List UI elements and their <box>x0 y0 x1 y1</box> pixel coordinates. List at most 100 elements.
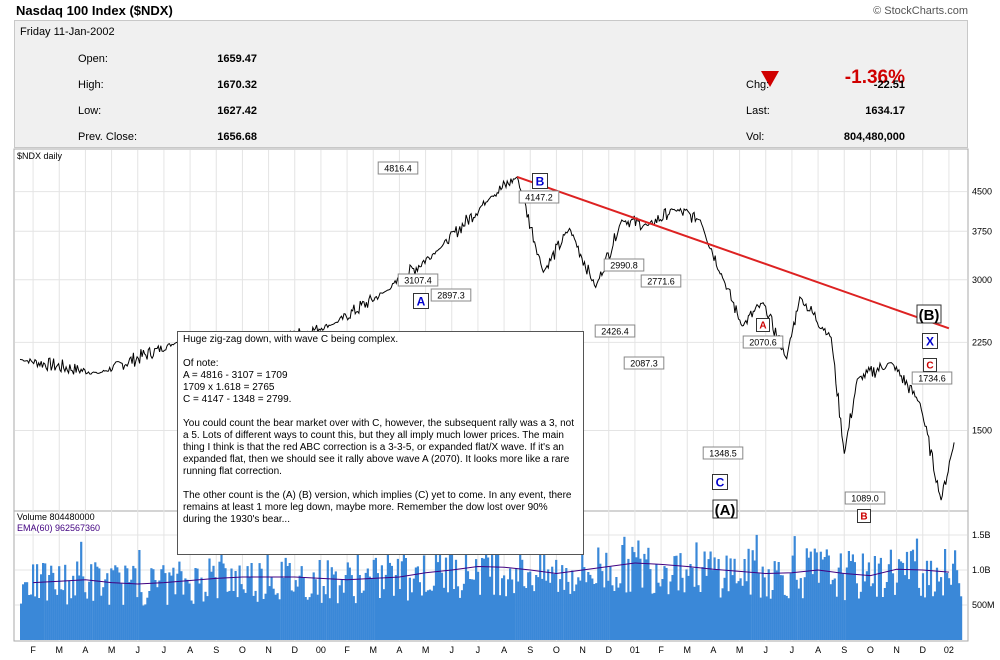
volume-bar <box>565 568 568 640</box>
volume-bar <box>695 542 698 640</box>
vol-label: Vol: <box>746 131 765 143</box>
volume-bar <box>841 573 844 640</box>
note-line: C = 4147 - 1348 = 2799. <box>183 394 292 405</box>
volume-bar <box>889 549 892 640</box>
volume-bar <box>120 583 123 640</box>
volume-bar <box>777 562 780 640</box>
x-tick-label: D <box>292 645 299 655</box>
volume-bar <box>603 587 606 640</box>
volume-bar <box>787 598 790 640</box>
volume-bar <box>595 583 598 640</box>
volume-bar <box>797 588 800 640</box>
volume-bar <box>551 566 554 640</box>
volume-bar <box>156 587 159 640</box>
volume-bar <box>286 566 289 640</box>
volume-bar <box>78 575 81 640</box>
volume-bar <box>268 586 271 640</box>
wave-label-box <box>712 474 728 490</box>
price-annotation: 1089.0 <box>851 494 879 504</box>
volume-bar <box>481 558 484 640</box>
volume-bar <box>414 567 417 640</box>
note-line: 1709 x 1.618 = 2765 <box>183 382 275 393</box>
volume-bar <box>246 566 249 640</box>
volume-bar <box>148 591 151 640</box>
price-annotation: 1734.6 <box>918 374 946 384</box>
x-tick-label: M <box>736 645 744 655</box>
volume-bar <box>929 560 933 640</box>
volume-bar <box>170 575 173 640</box>
volume-bar <box>112 570 115 640</box>
volume-bar <box>194 568 197 640</box>
volume-bar <box>436 562 440 640</box>
volume-bar <box>280 561 283 640</box>
volume-bar <box>539 546 542 640</box>
volume-bar <box>611 585 614 640</box>
volume-bar <box>849 561 852 640</box>
volume-bar <box>948 578 951 640</box>
volume-bar <box>479 594 482 640</box>
volume-bar <box>907 579 911 640</box>
high-label: High: <box>78 79 104 91</box>
price-annotation-box <box>603 258 645 272</box>
note-line: The other count is the (A) (B) version, … <box>183 490 572 525</box>
volume-bar <box>30 594 33 640</box>
volume-bar <box>388 562 391 640</box>
price-annotation-box <box>623 356 665 370</box>
volume-bar <box>903 575 907 640</box>
volume-bar <box>697 585 700 640</box>
volume-bar <box>180 571 183 640</box>
volume-bar <box>432 585 436 640</box>
x-tick-label: J <box>450 645 455 655</box>
volume-bar <box>64 564 67 640</box>
wave-label: A <box>417 295 426 309</box>
volume-bar <box>42 563 45 640</box>
volume-bar <box>220 546 223 640</box>
volume-bar <box>645 559 648 640</box>
volume-bar <box>891 573 895 640</box>
x-tick-label: O <box>553 645 560 655</box>
volume-bar <box>38 598 41 640</box>
price-annotation-box <box>640 274 682 288</box>
volume-bar <box>222 563 225 640</box>
volume-bar <box>256 601 259 640</box>
volume-bar <box>473 579 476 640</box>
volume-bar <box>406 600 409 640</box>
volume-bar <box>136 597 139 640</box>
volume-bar <box>471 579 474 640</box>
y-tick-label: 1500 <box>972 425 992 435</box>
volume-bar <box>238 565 241 640</box>
x-tick-label: O <box>239 645 246 655</box>
vol-value: 804,480,000 <box>843 131 905 143</box>
volume-bar <box>358 575 361 640</box>
price-annotation-box <box>430 288 472 302</box>
volume-bar <box>557 591 560 640</box>
volume-bar <box>491 537 494 640</box>
volume-bar <box>356 535 359 640</box>
volume-bar <box>729 558 732 640</box>
price-annotation: 1348.5 <box>709 449 737 459</box>
volume-bar <box>851 554 854 640</box>
volume-bar <box>773 561 776 640</box>
volume-bar <box>462 583 466 640</box>
volume-bar <box>46 600 49 640</box>
volume-bar <box>324 594 327 640</box>
volume-bar <box>801 598 804 640</box>
volume-bar <box>374 557 377 640</box>
volume-bar <box>619 583 622 640</box>
volume-bar <box>434 551 438 640</box>
volume-bar <box>577 577 580 640</box>
volume-bar <box>667 594 670 640</box>
price-annotation: 2087.3 <box>630 359 658 369</box>
volume-bar <box>735 583 738 640</box>
price-annotation: 2990.8 <box>610 261 638 271</box>
volume-bar <box>815 552 818 640</box>
volume-bar <box>186 579 189 640</box>
volume-bar <box>531 585 534 640</box>
y-tick-label: 3000 <box>972 275 992 285</box>
volume-bar <box>338 585 341 640</box>
wave-label: B <box>536 175 545 189</box>
volume-bar <box>601 571 604 640</box>
price-panel-label: $NDX daily <box>17 151 63 161</box>
volume-bar <box>362 590 365 640</box>
volume-bar <box>270 577 273 640</box>
